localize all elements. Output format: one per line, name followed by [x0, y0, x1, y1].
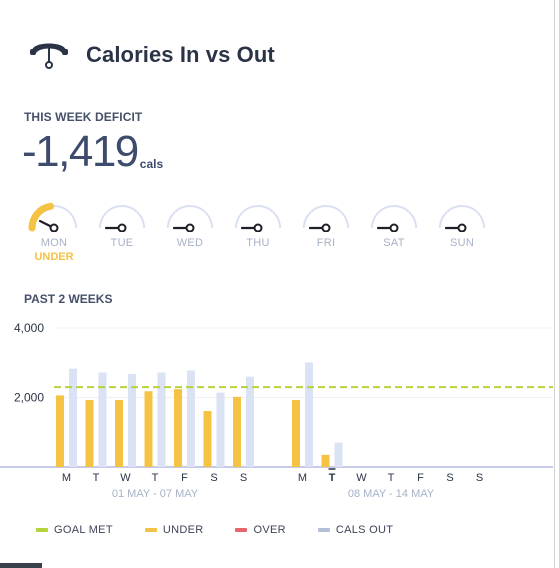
x-tick-label: S [446, 472, 453, 484]
bar-cals-in[interactable] [233, 396, 241, 467]
bar-cals-out[interactable] [128, 373, 136, 467]
day-label: WED [176, 237, 204, 249]
bar-cals-in[interactable] [115, 399, 123, 467]
legend-label: OVER [253, 524, 286, 536]
x-tick-label: W [356, 472, 367, 484]
past-weeks-label: PAST 2 WEEKS [24, 292, 113, 306]
card-header: Calories In vs Out [28, 30, 275, 80]
bar-cals-in[interactable] [56, 395, 64, 467]
day-gauge-sun[interactable]: SUN [436, 200, 488, 249]
day-gauge-wed[interactable]: WED [164, 200, 216, 249]
gauge-dial-icon [99, 205, 145, 232]
day-label: THU [246, 237, 270, 249]
day-gauge-sat[interactable]: SAT [368, 200, 420, 249]
legend-item-over[interactable]: OVER [235, 524, 286, 536]
gauge-dial-icon [371, 205, 417, 232]
scale-meter-icon [30, 43, 68, 69]
x-tick-label: W [120, 472, 131, 484]
bar-cals-out[interactable] [216, 392, 225, 467]
legend-label: GOAL MET [54, 524, 113, 536]
x-tick-label: S [240, 472, 247, 484]
x-tick-label: T [152, 472, 159, 484]
bar-cals-out[interactable] [187, 370, 195, 467]
day-label: SAT [383, 237, 405, 249]
day-label: SUN [449, 237, 475, 249]
legend-item-cals-out[interactable]: CALS OUT [317, 524, 394, 536]
legend-label: UNDER [162, 524, 204, 536]
legend-item-goal-met[interactable]: GOAL MET [36, 524, 113, 536]
card-title: Calories In vs Out [86, 42, 275, 67]
x-tick-label: M [62, 472, 71, 484]
bar-cals-out[interactable] [334, 442, 343, 467]
day-gauge-mon[interactable]: MON UNDER [28, 200, 80, 263]
day-status: UNDER [34, 251, 74, 263]
day-label: FRI [316, 237, 336, 249]
bar-cals-out[interactable] [246, 376, 254, 467]
bar-cals-in[interactable] [174, 389, 182, 467]
x-tick-label: T [388, 472, 395, 484]
week-gauges: MON UNDER TUE WED THU FRI SAT SUN [28, 200, 512, 280]
x-tick-label: F [181, 472, 188, 484]
legend-swatch [235, 528, 248, 532]
day-gauge-tue[interactable]: TUE [96, 200, 148, 249]
gauge-dial-icon [439, 205, 485, 232]
day-gauge-fri[interactable]: FRI [300, 200, 352, 249]
legend-swatch [144, 528, 157, 532]
window-edge [554, 0, 559, 568]
gauge-dial-icon [167, 205, 213, 232]
deficit-value: -1,419 cals [22, 128, 163, 176]
legend-item-under[interactable]: UNDER [144, 524, 204, 536]
window-corner [0, 563, 42, 568]
deficit-number: -1,419 [22, 127, 139, 176]
x-tick-label: T [329, 472, 336, 484]
bar-cals-in[interactable] [144, 391, 153, 467]
bar-cals-in[interactable] [85, 399, 94, 467]
legend-swatch [317, 528, 330, 532]
bar-cals-in[interactable] [292, 399, 300, 467]
day-label: MON [40, 237, 68, 249]
gauge-dial-icon [303, 205, 349, 232]
bar-cals-out[interactable] [69, 368, 77, 467]
y-tick-label: 4,000 [14, 321, 44, 335]
gauge-dial-icon [28, 202, 77, 232]
x-tick-label: S [210, 472, 217, 484]
bar-cals-out[interactable] [98, 372, 107, 467]
day-gauge-thu[interactable]: THU [232, 200, 284, 249]
gauge-dial-icon [235, 205, 281, 232]
x-tick-label: F [417, 472, 424, 484]
week-range-label: 01 MAY - 07 MAY [112, 488, 199, 500]
bar-cals-out[interactable] [157, 372, 166, 467]
bar-cals-out[interactable] [305, 362, 313, 467]
week-range-label: 08 MAY - 14 MAY [348, 488, 435, 500]
x-tick-label: S [476, 472, 483, 484]
deficit-label: THIS WEEK DEFICIT [24, 110, 143, 124]
chart-legend: GOAL MET UNDER OVER CALS OUT [36, 524, 425, 536]
deficit-unit: cals [139, 157, 164, 171]
y-tick-label: 2,000 [14, 391, 44, 405]
bar-cals-in[interactable] [321, 454, 330, 467]
day-label: TUE [110, 237, 134, 249]
bar-cals-in[interactable] [203, 411, 212, 467]
x-tick-label: M [298, 472, 307, 484]
x-tick-label: T [93, 472, 100, 484]
legend-swatch [36, 528, 48, 532]
legend-label: CALS OUT [335, 524, 394, 536]
